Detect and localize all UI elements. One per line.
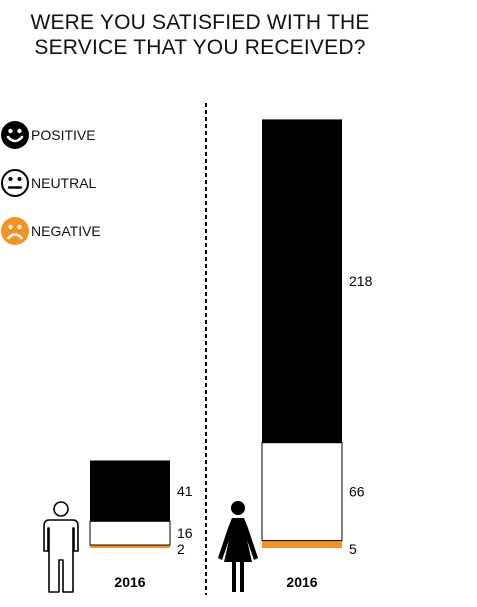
legend-label-neutral: NEUTRAL [31, 175, 97, 191]
smiley-negative-icon [1, 217, 29, 245]
legend-item-negative: NEGATIVE [0, 216, 101, 246]
value-label-positive-1: 218 [349, 273, 373, 289]
male-figure-icon [43, 501, 79, 593]
bar-segment-positive-0 [90, 460, 170, 522]
value-label-neutral-1: 66 [349, 484, 365, 500]
bar-segment-positive-1 [262, 119, 342, 443]
bar-segment-neutral-0 [89, 520, 171, 546]
category-label-1: 2016 [286, 574, 317, 590]
chart-title: WERE YOU SATISFIED WITH THE SERVICE THAT… [0, 10, 400, 60]
legend-label-positive: POSITIVE [31, 127, 96, 143]
smiley-neutral-icon [1, 169, 29, 197]
legend-item-positive: POSITIVE [0, 120, 96, 150]
bar-segment-negative-1 [262, 540, 342, 548]
category-label-0: 2016 [114, 574, 145, 590]
value-label-negative-1: 5 [349, 541, 357, 557]
title-line-1: WERE YOU SATISFIED WITH THE [30, 11, 370, 34]
value-label-positive-0: 41 [177, 483, 193, 499]
title-line-2: SERVICE THAT YOU RECEIVED? [34, 36, 366, 59]
value-label-neutral-0: 16 [177, 525, 193, 541]
legend-item-neutral: NEUTRAL [0, 168, 96, 198]
value-label-negative-0: 2 [177, 541, 185, 557]
legend-label-negative: NEGATIVE [31, 223, 101, 239]
female-figure-icon [218, 501, 258, 592]
bar-segment-negative-0 [90, 545, 170, 548]
bar-segment-neutral-1 [261, 442, 343, 542]
smiley-positive-icon [1, 121, 29, 149]
